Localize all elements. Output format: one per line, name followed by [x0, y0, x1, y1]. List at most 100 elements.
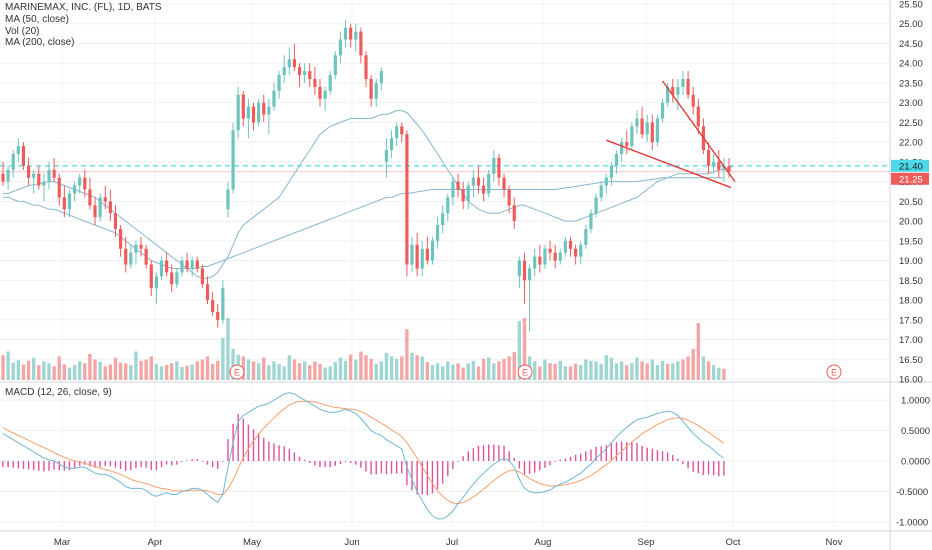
volume-bar [435, 363, 440, 380]
candle-body [466, 185, 470, 202]
candle-body [16, 146, 20, 154]
candle-body [717, 161, 721, 170]
volume-bar [517, 321, 522, 380]
volume-bar [655, 365, 660, 380]
volume-bar [502, 358, 506, 380]
candle-body [640, 118, 644, 135]
earnings-badge-circle [517, 364, 533, 380]
volume-bar [282, 366, 286, 380]
macd-histogram-bar [319, 461, 321, 468]
macd-histogram-bar [58, 461, 60, 471]
macd-histogram-bar [140, 461, 142, 468]
candle-body [548, 248, 552, 253]
volume-bar [47, 363, 51, 380]
volume-bar [389, 356, 394, 380]
macd-histogram-bar [150, 461, 152, 471]
macd-histogram-bar [73, 461, 76, 469]
volume-bar [292, 359, 297, 380]
volume-bar [144, 359, 148, 380]
volume-bar [323, 367, 327, 380]
macd-histogram-bar [569, 456, 572, 462]
candle-body [410, 244, 414, 265]
candle-body [303, 71, 307, 76]
candle-body [67, 193, 72, 210]
macd-histogram-bar [610, 443, 613, 462]
candle-body [170, 272, 174, 285]
volume-bar [31, 357, 36, 380]
price-tick-label: 17.50 [899, 315, 923, 326]
volume-bar [420, 356, 424, 380]
price-tick-label: 23.00 [899, 98, 923, 109]
volume-bar [507, 356, 511, 380]
candle-body [614, 154, 619, 166]
macd-histogram-bar [303, 459, 306, 462]
candle-body [262, 102, 266, 115]
macd-histogram-bar [493, 444, 495, 462]
month-label: Apr [148, 537, 163, 548]
volume-bar [113, 357, 118, 380]
volume-bar [660, 360, 665, 380]
volume-bar [277, 363, 281, 380]
macd-histogram-bar [452, 461, 454, 469]
macd-histogram-bar [165, 461, 168, 465]
price-tick-label: 19.50 [899, 236, 923, 247]
candle-body [154, 276, 158, 289]
candle-body [620, 142, 624, 154]
candle-body [446, 197, 450, 214]
macd-histogram-bar [48, 461, 50, 471]
volume-bar [52, 366, 56, 380]
volume-bar [190, 364, 194, 380]
macd-histogram-bar [544, 461, 546, 468]
macd-histogram-bar [707, 461, 710, 475]
candle-body [231, 130, 235, 190]
candle-body [722, 165, 726, 170]
macd-histogram-bar [191, 459, 193, 462]
volume-bar [77, 361, 82, 380]
volume-bar [522, 318, 527, 380]
candle-body [389, 138, 394, 151]
candle-body [139, 244, 143, 249]
macd-histogram-bar [416, 461, 418, 495]
macd-histogram-bar [482, 445, 485, 462]
earnings-badge-circle [826, 364, 842, 380]
candle-body [21, 146, 26, 166]
volume-bar [645, 363, 649, 380]
candle-body [144, 248, 148, 265]
volume-bar [328, 366, 332, 380]
chart-title: MARINEMAX, INC. (FL), 1D, BATS [5, 2, 162, 13]
volume-bar [487, 357, 491, 380]
volume-bar [614, 363, 619, 380]
volume-bar [170, 363, 174, 380]
volume-bar [619, 361, 624, 380]
volume-bar [359, 351, 363, 380]
candle-body [706, 150, 711, 166]
candle-body [292, 59, 297, 68]
volume-bar [512, 352, 516, 380]
candle-body [246, 106, 251, 119]
candle-body [384, 150, 389, 162]
macd-histogram-bar [84, 461, 86, 465]
volume-bar [722, 368, 726, 380]
volume-bar [599, 363, 603, 380]
volume-bar [425, 362, 430, 380]
candle-body [609, 165, 614, 178]
volume-bar [354, 359, 358, 380]
earnings-badge-label: E [831, 368, 837, 378]
volume-bar [180, 366, 184, 380]
macd-histogram-bar [104, 461, 106, 466]
macd-tick-label: 0.0000 [901, 457, 930, 468]
ma50-line [3, 110, 735, 279]
earnings-badge-nov: E [826, 364, 842, 380]
volume-bar [256, 363, 261, 380]
macd-histogram-bar [488, 444, 490, 462]
candle-body [98, 197, 102, 218]
candle-body [405, 134, 409, 265]
month-label: Aug [535, 537, 552, 548]
volume-bar [384, 352, 389, 380]
candle-body [124, 248, 128, 265]
candle-body [37, 173, 41, 186]
price-tick-label: 25.50 [899, 0, 923, 11]
macd-histogram-bar [615, 442, 618, 462]
price-tick-label: 18.00 [899, 296, 923, 307]
